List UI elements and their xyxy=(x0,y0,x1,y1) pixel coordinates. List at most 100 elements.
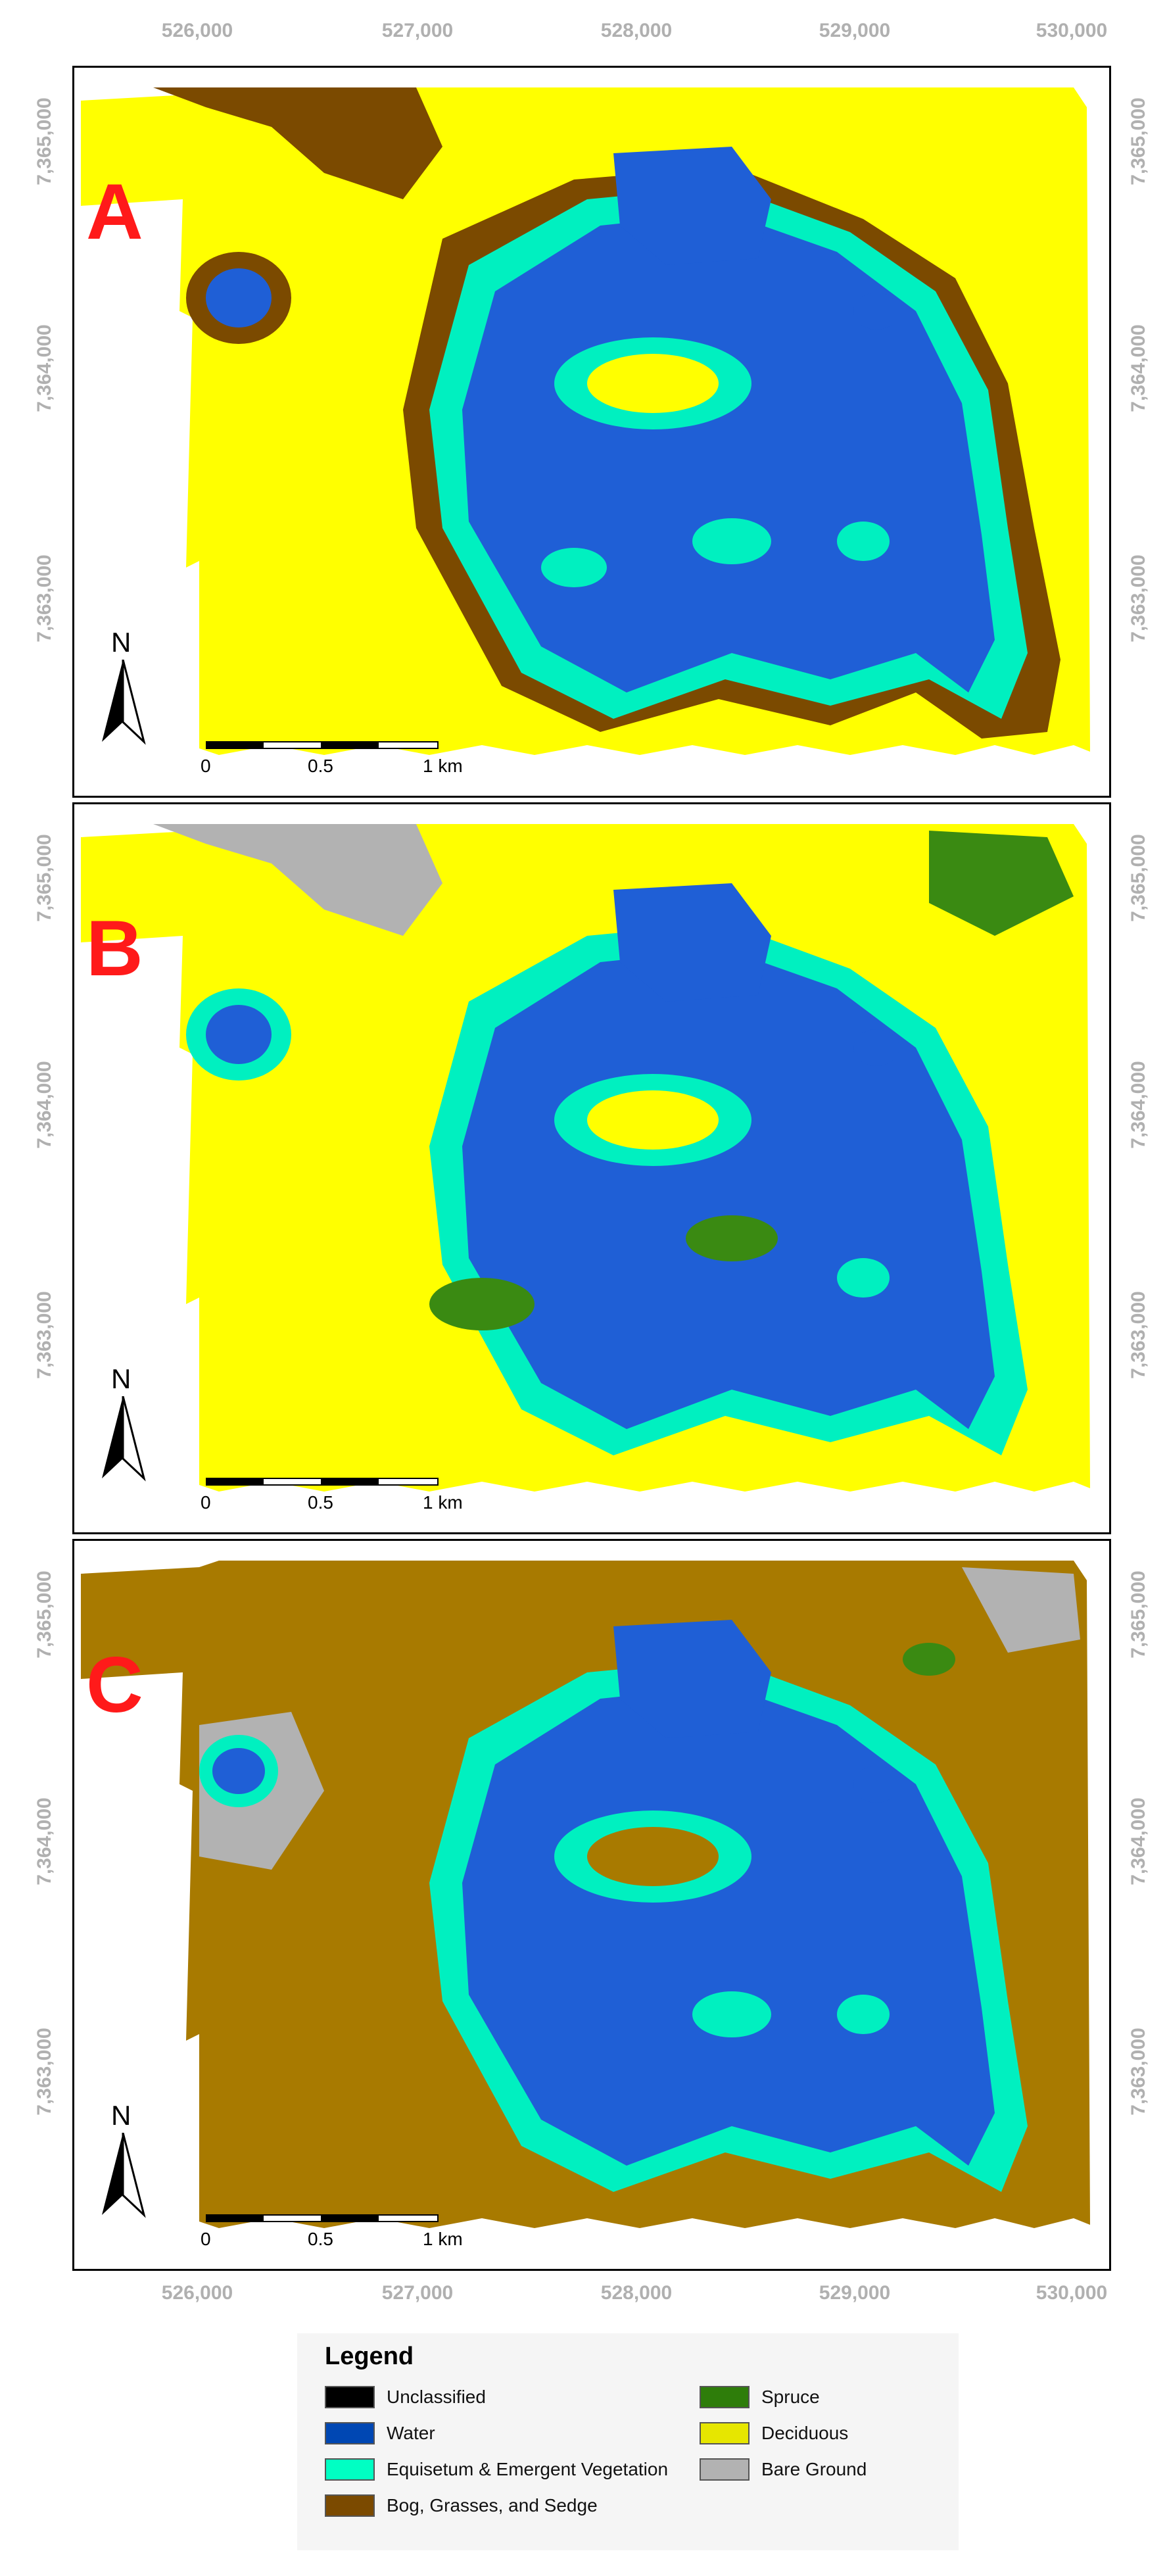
legend-item-water: Water xyxy=(325,2422,435,2444)
legend-swatch xyxy=(325,2458,375,2481)
map-panel-a: A N 0 0.5 1 km xyxy=(72,66,1111,798)
pond-west-water xyxy=(212,1748,265,1794)
north-arrow: N xyxy=(97,2100,149,2218)
water-north-bay xyxy=(613,147,771,265)
scale-label-half: 0.5 xyxy=(308,756,333,776)
grey-zone-ne xyxy=(962,1567,1080,1653)
x-tick-bottom-530000: 530,000 xyxy=(1036,2282,1108,2304)
scale-label-1km: 1 km xyxy=(423,1492,463,1513)
x-tick-top-526000: 526,000 xyxy=(161,20,233,41)
north-arrow: N xyxy=(97,1363,149,1482)
north-arrow-icon xyxy=(102,660,146,745)
north-arrow-icon xyxy=(102,2133,146,2218)
north-label: N xyxy=(111,1363,131,1394)
legend-swatch xyxy=(700,2422,750,2444)
y-tick-left-c-7363000: 7,363,000 xyxy=(34,2028,55,2116)
legend-label: Equisetum & Emergent Vegetation xyxy=(387,2459,669,2479)
y-tick-right-a-7365000: 7,365,000 xyxy=(1128,97,1149,185)
x-tick-top-527000: 527,000 xyxy=(381,20,454,41)
island-small-1 xyxy=(692,1991,771,2037)
y-tick-right-a-7364000: 7,364,000 xyxy=(1128,324,1149,412)
pond-west-water xyxy=(206,1005,272,1064)
legend-label: Deciduous xyxy=(761,2423,849,2443)
legend-item-deciduous: Deciduous xyxy=(700,2422,848,2444)
island-small-3 xyxy=(541,548,607,587)
water-north-bay xyxy=(613,883,771,1002)
x-tick-bottom-526000: 526,000 xyxy=(161,2282,233,2304)
x-tick-bottom-528000: 528,000 xyxy=(600,2282,673,2304)
north-arrow: N xyxy=(97,627,149,745)
north-label: N xyxy=(111,2100,131,2131)
island-small-2 xyxy=(837,522,890,561)
scale-bar: 0 0.5 1 km xyxy=(201,741,469,787)
x-tick-bottom-527000: 527,000 xyxy=(381,2282,454,2304)
y-tick-left-a-7363000: 7,363,000 xyxy=(34,554,55,643)
scale-bar: 0 0.5 1 km xyxy=(201,2214,469,2260)
y-tick-left-b-7365000: 7,365,000 xyxy=(34,834,55,922)
scale-label-half: 0.5 xyxy=(308,1492,333,1513)
north-arrow-icon xyxy=(102,1396,146,1482)
water-lake xyxy=(462,1686,995,2166)
panel-label-b: B xyxy=(86,904,143,992)
water-north-bay xyxy=(613,1620,771,1738)
y-tick-left-a-7364000: 7,364,000 xyxy=(34,324,55,412)
island-inner xyxy=(587,1090,719,1150)
y-tick-left-c-7364000: 7,364,000 xyxy=(34,1797,55,1885)
scale-label-0: 0 xyxy=(201,2229,211,2249)
x-tick-top-530000: 530,000 xyxy=(1036,20,1108,41)
spruce-islands xyxy=(686,1215,778,1261)
legend-item-bog: Bog, Grasses, and Sedge xyxy=(325,2494,598,2517)
legend-label: Bare Ground xyxy=(761,2459,867,2479)
legend-label: Bog, Grasses, and Sedge xyxy=(387,2495,598,2515)
legend-swatch xyxy=(700,2458,750,2481)
pond-west-water xyxy=(206,268,272,328)
spruce-patch xyxy=(903,1643,955,1676)
legend-label: Spruce xyxy=(761,2387,820,2407)
y-tick-right-a-7363000: 7,363,000 xyxy=(1128,554,1149,643)
legend-swatch xyxy=(325,2494,375,2517)
legend-swatch xyxy=(325,2386,375,2408)
scale-label-0: 0 xyxy=(201,756,211,776)
x-tick-top-529000: 529,000 xyxy=(819,20,891,41)
legend-title: Legend xyxy=(325,2343,414,2370)
y-tick-right-b-7365000: 7,365,000 xyxy=(1128,834,1149,922)
legend: Legend Unclassified Water Equisetum & Em… xyxy=(297,2333,959,2550)
legend-item-spruce: Spruce xyxy=(700,2386,820,2408)
y-tick-left-a-7365000: 7,365,000 xyxy=(34,97,55,185)
map-a-svg xyxy=(74,68,1109,796)
island-small-2 xyxy=(837,1258,890,1298)
y-tick-right-c-7365000: 7,365,000 xyxy=(1128,1570,1149,1659)
north-label: N xyxy=(111,627,131,658)
legend-item-bare-ground: Bare Ground xyxy=(700,2458,867,2481)
island-small-1 xyxy=(692,518,771,564)
x-tick-top-528000: 528,000 xyxy=(600,20,673,41)
map-c-svg xyxy=(74,1541,1109,2269)
y-tick-right-c-7363000: 7,363,000 xyxy=(1128,2028,1149,2116)
y-tick-right-b-7363000: 7,363,000 xyxy=(1128,1291,1149,1379)
panel-label-c: C xyxy=(86,1641,143,1729)
pond-ne xyxy=(853,1029,899,1066)
spruce-patch-ne xyxy=(929,831,1074,936)
legend-label: Unclassified xyxy=(387,2387,486,2407)
y-tick-left-c-7365000: 7,365,000 xyxy=(34,1570,55,1659)
grey-zone-north xyxy=(153,824,442,936)
map-panel-c: C N 0 0.5 1 km xyxy=(72,1539,1111,2271)
legend-swatch xyxy=(700,2386,750,2408)
scale-label-0: 0 xyxy=(201,1492,211,1513)
pond-ne xyxy=(853,1766,899,1803)
map-b-svg xyxy=(74,804,1109,1532)
scale-bar: 0 0.5 1 km xyxy=(201,1478,469,1524)
y-tick-right-c-7364000: 7,364,000 xyxy=(1128,1797,1149,1885)
map-panel-b: B N 0 0.5 1 km xyxy=(72,802,1111,1534)
pond-ne xyxy=(853,293,899,329)
panel-label-a: A xyxy=(86,168,143,256)
island-inner xyxy=(587,1827,719,1886)
scale-label-1km: 1 km xyxy=(423,756,463,776)
spruce-west xyxy=(429,1278,535,1330)
island-small-2 xyxy=(837,1995,890,2034)
legend-item-unclassified: Unclassified xyxy=(325,2386,486,2408)
dark-zone-north xyxy=(153,87,442,199)
scale-label-half: 0.5 xyxy=(308,2229,333,2249)
legend-swatch xyxy=(325,2422,375,2444)
water-lake xyxy=(462,949,995,1429)
